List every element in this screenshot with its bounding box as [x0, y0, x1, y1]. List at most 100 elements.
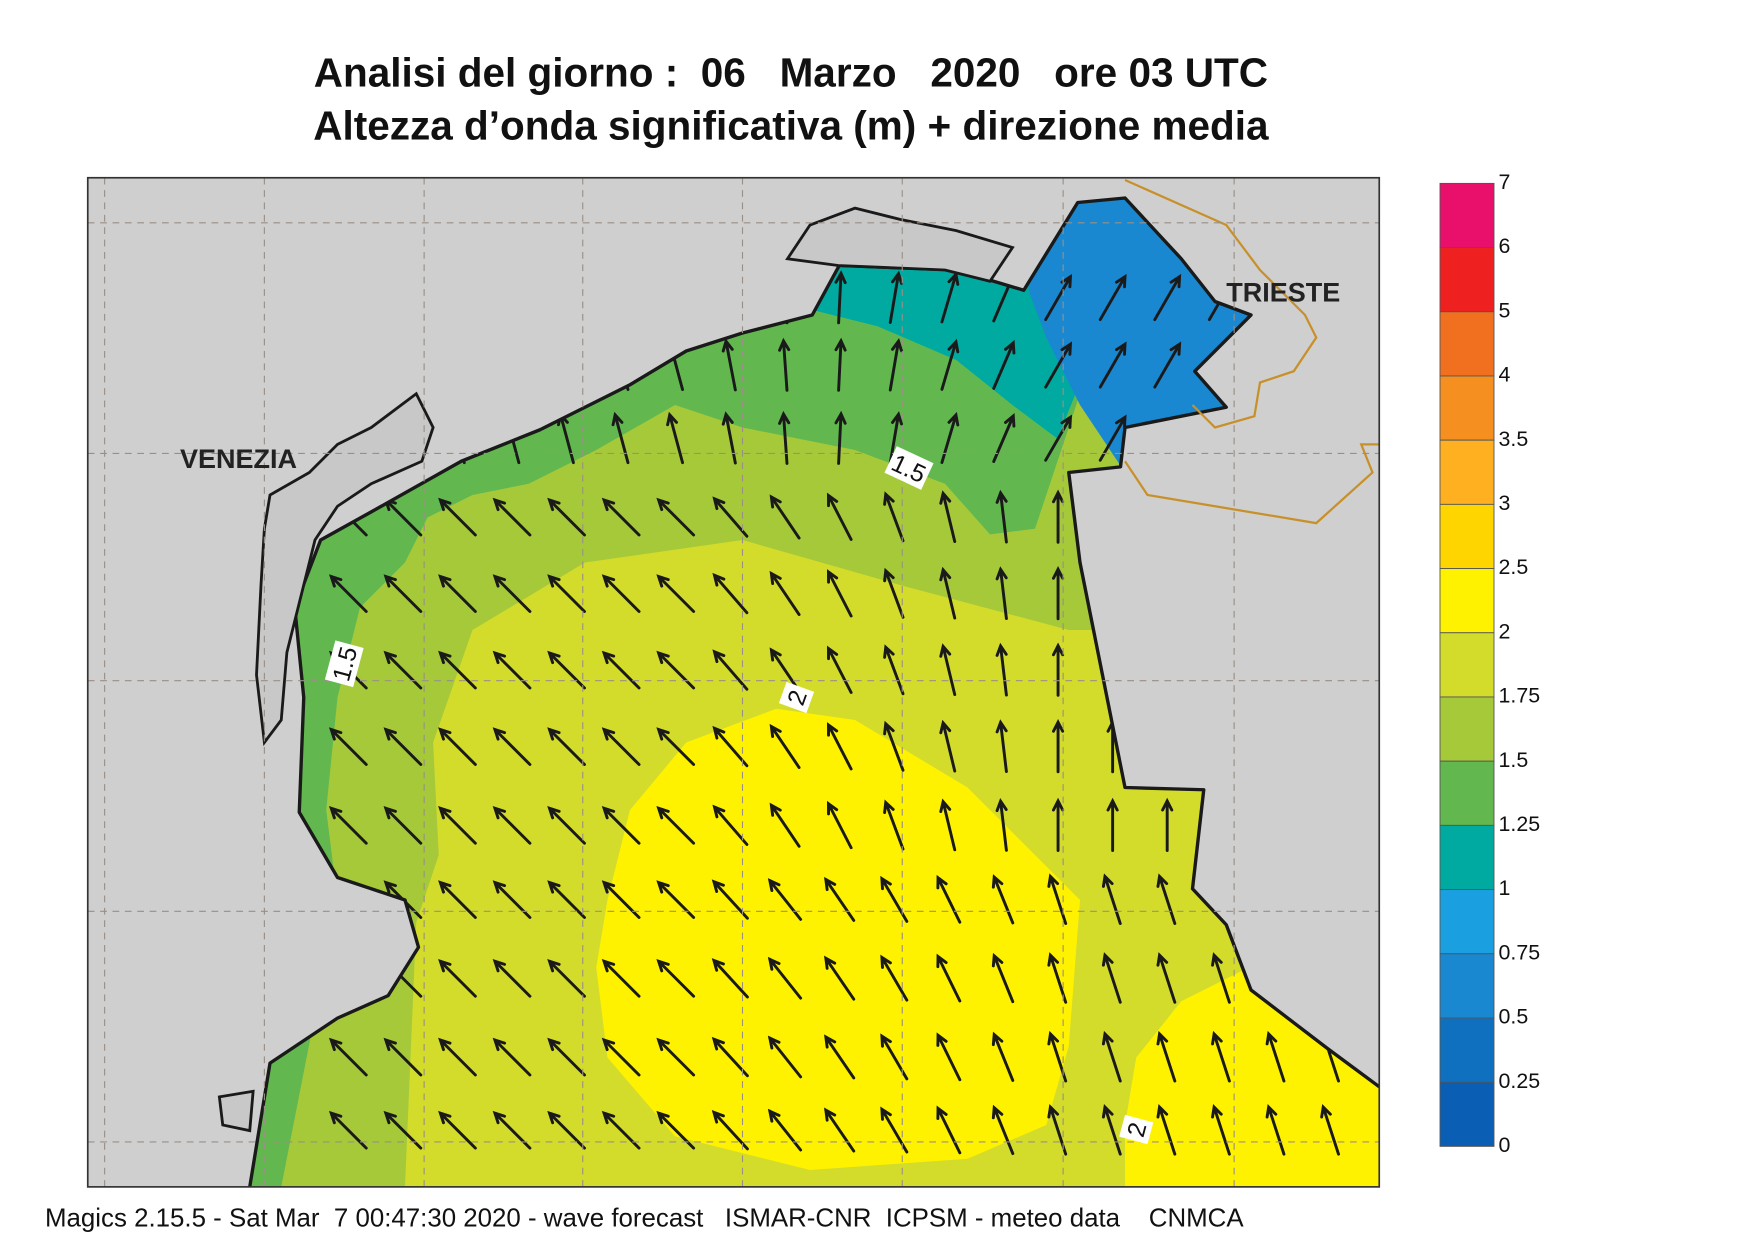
wave-arrow [492, 727, 532, 766]
wave-arrow [824, 955, 856, 1001]
colorbar-band [1439, 503, 1495, 570]
footer: Magics 2.15.5 - Sat Mar 7 00:47:30 2020 … [45, 1204, 1244, 1232]
colorbar-label: 5 [1499, 298, 1511, 322]
wave-arrow [492, 805, 532, 845]
wave-arrow [438, 650, 477, 690]
wave-arrow [328, 1037, 368, 1077]
wave-arrow [991, 1031, 1015, 1082]
wave-arrow [940, 338, 960, 391]
wave-arrow [383, 805, 423, 845]
wave-arrow [834, 410, 847, 465]
wave-arrow [656, 650, 696, 690]
wave-arrow [939, 566, 957, 620]
colorbar-label: 1 [1499, 876, 1511, 900]
colorbar-label: 2.5 [1499, 555, 1529, 579]
wave-arrow [438, 1110, 477, 1150]
wave-arrow [383, 1037, 423, 1077]
wave-arrow [383, 574, 423, 613]
wave-arrow [827, 569, 853, 618]
wave-arrow [824, 1034, 856, 1080]
colorbar-band [1439, 568, 1495, 634]
wave-arrow [547, 1110, 586, 1150]
lagoon [785, 206, 1015, 283]
wave-arrow [936, 953, 962, 1003]
wave-arrow [656, 497, 696, 537]
wave-arrow [1101, 873, 1122, 926]
wave-arrow [883, 567, 905, 619]
wave-arrow [778, 337, 791, 392]
wave-arrow [328, 727, 368, 766]
wave-arrow [1153, 273, 1182, 322]
wave-arrow [438, 727, 477, 766]
wave-arrow [601, 497, 641, 537]
wave-band [596, 708, 1080, 1170]
colorbar-label: 3 [1499, 491, 1511, 515]
wave-arrow [767, 1035, 803, 1079]
colorbar-label: 3.5 [1499, 427, 1529, 451]
wave-arrow [827, 800, 853, 850]
wave-arrow [601, 574, 641, 613]
wave-arrow [992, 339, 1016, 390]
wave-arrow [1052, 642, 1065, 697]
wave-arrow [383, 727, 423, 766]
grid [87, 177, 1380, 1187]
wave-arrow [438, 805, 477, 845]
wave-arrow [995, 797, 1008, 852]
colorbar-band [1439, 1081, 1495, 1147]
wave-arrow [1211, 1030, 1231, 1083]
wave-arrow [438, 880, 477, 919]
wave-arrow [712, 649, 749, 691]
wave-arrow [1098, 341, 1127, 389]
wave-arrow [834, 270, 847, 325]
wave-arrow [1265, 1104, 1286, 1156]
colorbar-label: 0 [1499, 1133, 1511, 1157]
island [217, 1089, 255, 1133]
wave-arrow [1052, 797, 1065, 852]
wave-arrow [824, 1107, 856, 1153]
wave-arrow [769, 647, 801, 693]
wave-arrow [438, 1037, 477, 1077]
colorbar-band [1439, 1017, 1495, 1083]
map-area: VENEZIA TRIESTE 1.5 1.5 2 2 [87, 177, 1380, 1187]
wave-arrow [1265, 1030, 1286, 1083]
wave-arrow [601, 1037, 641, 1077]
wave-arrow [666, 411, 684, 465]
colorbar: 7 6 5 4 3.5 3 2.5 2 1.75 1.5 1.25 1 0.75 0.5 0.25 0 [1439, 170, 1541, 1157]
wave-arrow [601, 650, 641, 690]
wave-arrow [939, 798, 957, 852]
colorbar-label: 1.5 [1499, 748, 1529, 772]
wave-arrow [995, 642, 1008, 697]
wave-arrow [712, 804, 749, 846]
wave-arrow [547, 1037, 586, 1077]
wave-arrow [1047, 873, 1068, 926]
wave-arrow [827, 722, 853, 771]
wave-arrow [883, 799, 905, 851]
wave-arrow [778, 410, 791, 465]
wave-arrow [991, 1104, 1015, 1156]
wave-arrow [601, 805, 641, 845]
wave-arrow [547, 650, 586, 690]
colorbar-band [1439, 632, 1495, 698]
colorbar-band [1439, 247, 1495, 313]
contour-label-box: 2 [1119, 1114, 1154, 1145]
colorbar-label: 6 [1499, 234, 1511, 258]
city-label: VENEZIA [180, 444, 297, 474]
wave-arrow [1052, 566, 1065, 621]
wave-arrow [711, 1110, 749, 1151]
colorbar-label: 0.5 [1499, 1005, 1529, 1029]
colorbar-band [1439, 311, 1495, 377]
wave-arrow [1047, 952, 1068, 1004]
wave-arrow [656, 574, 696, 613]
wave-arrow [767, 956, 803, 1000]
wave-arrow [995, 566, 1008, 621]
wave-arrow [1101, 952, 1122, 1004]
wave-arrow [1098, 273, 1127, 322]
wave-arrow [769, 570, 801, 616]
colorbar-label: 1.75 [1499, 684, 1541, 708]
wave-arrow [940, 271, 960, 324]
wave-arrow [492, 650, 532, 690]
wave-arrow [883, 720, 905, 772]
wave-arrow [1052, 719, 1065, 774]
wave-arrow [712, 572, 749, 615]
